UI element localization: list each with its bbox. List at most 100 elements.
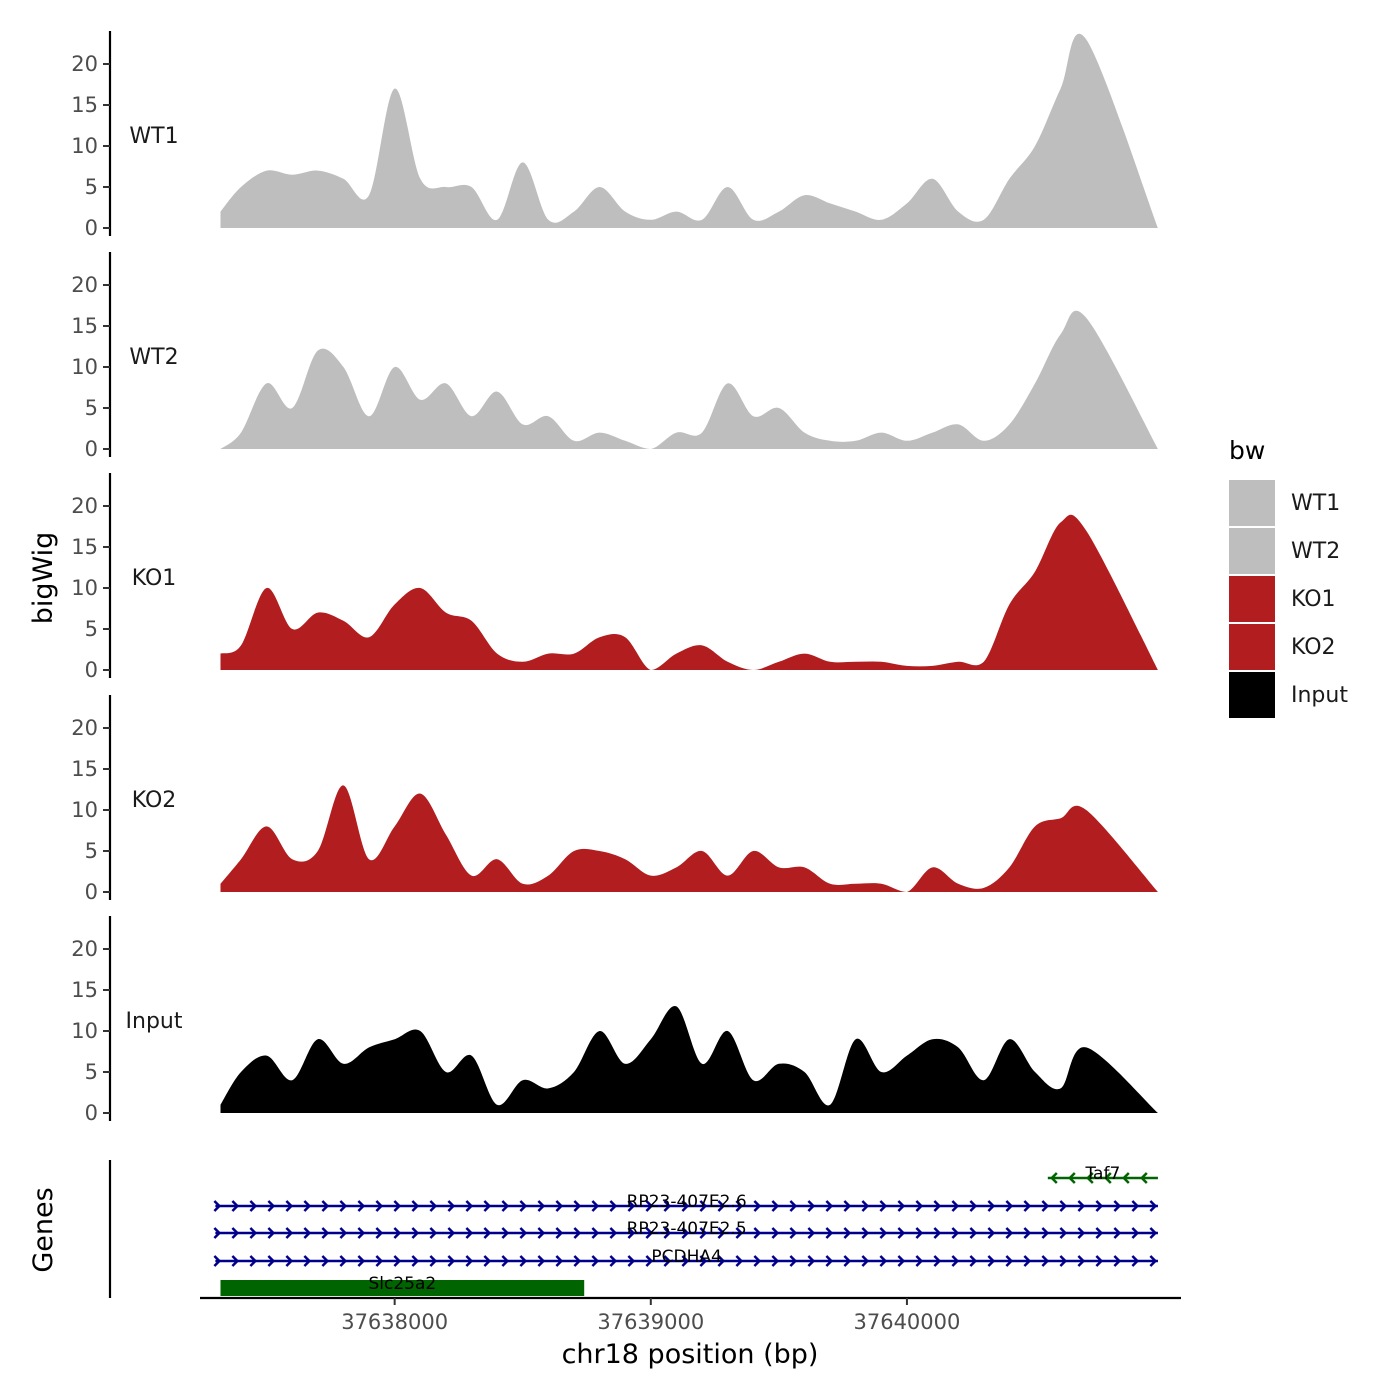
strand-arrow <box>789 1200 798 1212</box>
strand-arrow <box>555 1255 564 1267</box>
legend-label-ko2: KO2 <box>1291 635 1336 660</box>
strand-arrow <box>951 1227 960 1239</box>
strand-arrow <box>663 1227 672 1239</box>
legend-title: bw <box>1229 436 1265 465</box>
y-tick-label: 10 <box>71 355 98 379</box>
strand-arrow <box>303 1227 312 1239</box>
y-tick-label: 5 <box>85 396 98 420</box>
strand-arrow <box>303 1200 312 1212</box>
strand-arrow <box>879 1200 888 1212</box>
strand-arrow <box>465 1200 474 1212</box>
strand-arrow <box>339 1227 348 1239</box>
strand-arrow <box>933 1255 942 1267</box>
strand-arrow <box>1077 1227 1086 1239</box>
strand-arrow <box>213 1227 222 1239</box>
strand-arrow <box>501 1200 510 1212</box>
strand-arrow <box>1023 1227 1032 1239</box>
strand-arrow <box>357 1200 366 1212</box>
strand-arrow <box>879 1227 888 1239</box>
strand-arrow <box>699 1200 708 1212</box>
strand-arrow <box>987 1227 996 1239</box>
legend-label-wt2: WT2 <box>1291 539 1340 564</box>
strand-arrow <box>429 1255 438 1267</box>
y-tick-label: 15 <box>71 978 98 1002</box>
gene-label: PCDHA4 <box>651 1247 721 1267</box>
gene-label: Taf7 <box>1084 1164 1120 1184</box>
coverage-panels: 0 5 10 15 20 WT1 0 5 10 15 20 WT2 0 5 10 15 20 KO1 0 5 10 15 2… <box>71 31 1158 1125</box>
strand-arrow <box>339 1200 348 1212</box>
y-tick-label: 15 <box>71 757 98 781</box>
y-tick-label: 10 <box>71 1019 98 1043</box>
strand-arrow <box>735 1227 744 1239</box>
strand-arrow <box>231 1200 240 1212</box>
panel-wt1: 0 5 10 15 20 WT1 <box>71 31 1158 240</box>
strand-arrow <box>213 1255 222 1267</box>
strand-arrow <box>969 1255 978 1267</box>
strand-arrow <box>1095 1200 1104 1212</box>
strand-arrow <box>645 1227 654 1239</box>
strand-arrow <box>465 1255 474 1267</box>
strand-arrow <box>1131 1255 1140 1267</box>
strand-arrow <box>321 1255 330 1267</box>
strand-arrow <box>375 1227 384 1239</box>
coverage-area-wt2 <box>220 310 1158 449</box>
coverage-area-wt1 <box>220 33 1158 228</box>
panel-label: KO1 <box>132 566 177 591</box>
strand-arrow <box>1059 1255 1068 1267</box>
strand-arrow <box>807 1227 816 1239</box>
strand-arrow <box>267 1255 276 1267</box>
legend-label-ko1: KO1 <box>1291 587 1336 612</box>
legend-key-wt1 <box>1229 480 1275 526</box>
strand-arrow <box>1122 1172 1130 1184</box>
strand-arrow <box>933 1200 942 1212</box>
strand-arrow <box>249 1200 258 1212</box>
strand-arrow <box>1095 1227 1104 1239</box>
strand-arrow <box>573 1255 582 1267</box>
strand-arrow <box>1104 1172 1112 1184</box>
gene-label: RP23-407E2.5 <box>627 1219 747 1239</box>
strand-arrow <box>573 1227 582 1239</box>
strand-arrow <box>861 1255 870 1267</box>
y-tick-label: 5 <box>85 617 98 641</box>
strand-arrow <box>519 1200 528 1212</box>
strand-arrow <box>411 1227 420 1239</box>
strand-arrow <box>627 1227 636 1239</box>
legend-label-wt1: WT1 <box>1291 491 1340 516</box>
strand-arrow <box>771 1200 780 1212</box>
strand-arrow <box>825 1227 834 1239</box>
strand-arrow <box>1113 1200 1122 1212</box>
strand-arrow <box>339 1255 348 1267</box>
strand-arrow <box>627 1255 636 1267</box>
strand-arrow <box>1113 1255 1122 1267</box>
strand-arrow <box>753 1255 762 1267</box>
strand-arrow <box>465 1227 474 1239</box>
y-tick-label: 0 <box>85 437 98 461</box>
strand-arrow <box>897 1200 906 1212</box>
strand-arrow <box>1050 1172 1058 1184</box>
strand-arrow <box>1005 1200 1014 1212</box>
strand-arrow <box>213 1200 222 1212</box>
strand-arrow <box>249 1255 258 1267</box>
strand-arrow <box>897 1227 906 1239</box>
strand-arrow <box>663 1200 672 1212</box>
gene-label: RP23-407E2.6 <box>627 1192 747 1212</box>
strand-arrow <box>789 1255 798 1267</box>
strand-arrow <box>591 1255 600 1267</box>
y-tick-label: 0 <box>85 1101 98 1125</box>
y-tick-label: 10 <box>71 134 98 158</box>
legend-key-ko1 <box>1229 576 1275 622</box>
strand-arrow <box>267 1200 276 1212</box>
strand-arrow <box>573 1200 582 1212</box>
legend-key-ko2 <box>1229 624 1275 670</box>
strand-arrow <box>897 1255 906 1267</box>
y-tick-label: 15 <box>71 314 98 338</box>
gene-rp23-407e2.5: RP23-407E2.5 <box>213 1219 1158 1239</box>
y-tick-label: 20 <box>71 494 98 518</box>
strand-arrow <box>249 1227 258 1239</box>
strand-arrow <box>843 1255 852 1267</box>
strand-arrow <box>1095 1255 1104 1267</box>
strand-arrow <box>915 1255 924 1267</box>
strand-arrow <box>843 1227 852 1239</box>
gene-body <box>220 1280 585 1296</box>
strand-arrow <box>267 1227 276 1239</box>
